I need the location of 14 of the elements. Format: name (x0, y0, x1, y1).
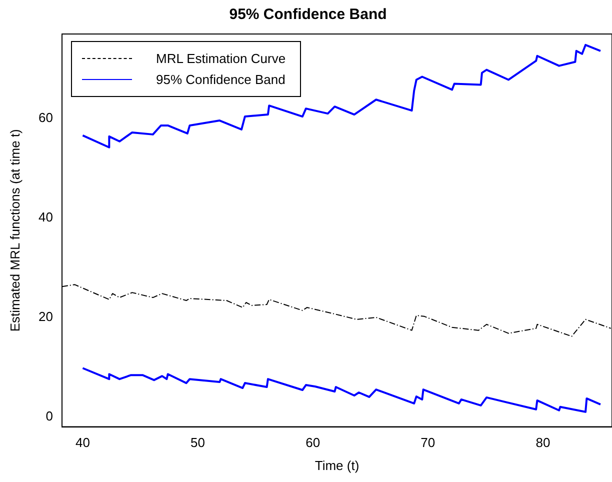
x-tick-label: 40 (75, 435, 90, 450)
x-tick-label: 60 (306, 435, 320, 450)
y-tick-label: 60 (38, 110, 53, 126)
x-tick-label: 50 (190, 435, 206, 450)
legend-label: 95% Confidence Band (156, 72, 286, 87)
x-tick-label: 70 (420, 435, 436, 450)
x-tick-label: 80 (536, 435, 550, 450)
legend-label: MRL Estimation Curve (156, 51, 286, 66)
y-axis-title: Estimated MRL functions (at time t) (7, 129, 22, 332)
x-axis-title: Time (t) (314, 458, 360, 473)
y-tick-label: 40 (38, 210, 53, 225)
chart-title: 95% Confidence Band (229, 6, 387, 24)
y-tick-label: 0 (46, 408, 53, 424)
y-tick-label: 20 (38, 308, 53, 324)
